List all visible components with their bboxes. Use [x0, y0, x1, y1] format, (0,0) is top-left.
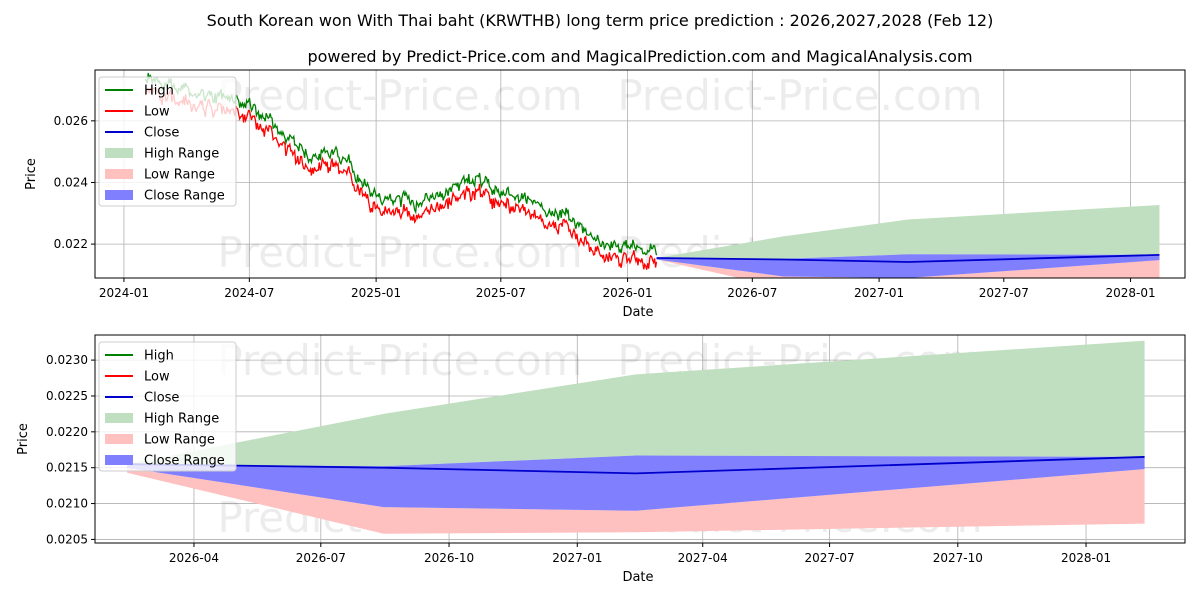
x-tick-label: 2027-04: [678, 551, 728, 565]
legend-high-range-label: High Range: [144, 147, 219, 162]
legend-close-label: Close: [144, 126, 179, 141]
low-range-band: [127, 467, 1145, 534]
top-chart: Predict-Price.com Predict-Price.com Predic…: [24, 69, 1186, 320]
forecast-close-line: [656, 254, 1160, 263]
legend-box: [98, 341, 237, 472]
high-range-band: [656, 205, 1160, 259]
y-tick-label: 0.024: [54, 175, 88, 189]
chart-subtitle: powered by Predict-Price.com and Magical…: [307, 47, 972, 66]
x-axis-label: Date: [622, 305, 653, 320]
y-axis-label: Price: [24, 158, 39, 190]
y-tick-label: 0.0225: [46, 389, 88, 403]
x-tick-label: 2024-01: [99, 286, 149, 300]
x-tick-label: 2027-07: [804, 551, 854, 565]
high-range-band: [127, 340, 1145, 467]
legend-high-label: High: [144, 84, 174, 99]
legend: High Low Close High Range Low Range Close Ran…: [98, 341, 237, 472]
x-tick-label: 2025-07: [476, 286, 526, 300]
close-range-band: [127, 455, 1145, 511]
legend: High Low Close High Range Low Range Close Ran…: [98, 76, 237, 207]
x-tick-label: 2027-01: [854, 286, 904, 300]
x-tick-label: 2028-01: [1105, 286, 1155, 300]
forecast-close-line: [127, 456, 1145, 475]
legend-high-label: High: [144, 349, 174, 364]
plot-content: [127, 340, 1145, 534]
low-range-band: [656, 259, 1160, 278]
legend-high-range-label: High Range: [144, 412, 219, 427]
x-axis-label: Date: [622, 570, 653, 585]
watermark-text: Predict-Price.com: [217, 71, 582, 120]
axes-frame: [94, 69, 1186, 279]
y-axis-label: Price: [16, 423, 31, 455]
y-tick-label: 0.022: [54, 237, 88, 251]
watermark-text: Predict-Price.com: [217, 228, 582, 277]
legend-low-label: Low: [144, 370, 170, 385]
legend-low-range-swatch: [105, 434, 133, 444]
legend-box: [98, 76, 237, 207]
legend-low-label: Low: [144, 105, 170, 120]
x-tick-label: 2027-01: [552, 551, 602, 565]
x-tick-label: 2026-07: [296, 551, 346, 565]
y-tick-label: 0.0205: [46, 532, 88, 546]
plot-content: [144, 72, 1160, 278]
bottom-chart: Predict-Price.comPredict-Price.comPredic…: [16, 334, 1186, 585]
chart-title: South Korean won With Thai baht (KRWTHB)…: [207, 11, 994, 30]
legend-close-range-swatch: [105, 190, 133, 200]
legend-low-range-label: Low Range: [144, 433, 215, 448]
watermark-text: Predict-Price.com: [617, 71, 982, 120]
x-tick-label: 2026-01: [603, 286, 653, 300]
y-tick-label: 0.0220: [46, 425, 88, 439]
legend-high-range-swatch: [105, 148, 133, 158]
x-tick-label: 2026-07: [727, 286, 777, 300]
x-tick-label: 2025-01: [351, 286, 401, 300]
y-tick-label: 0.0215: [46, 461, 88, 475]
legend-low-range-swatch: [105, 169, 133, 179]
watermark-text: Predict-Price.com: [217, 336, 582, 385]
x-tick-label: 2028-01: [1061, 551, 1111, 565]
x-tick-label: 2027-07: [979, 286, 1029, 300]
axes-frame: [94, 334, 1186, 544]
legend-high-range-swatch: [105, 413, 133, 423]
legend-close-range-label: Close Range: [144, 454, 225, 469]
legend-close-range-swatch: [105, 455, 133, 465]
y-tick-label: 0.0210: [46, 497, 88, 511]
legend-close-range-label: Close Range: [144, 189, 225, 204]
legend-close-label: Close: [144, 391, 179, 406]
x-tick-label: 2024-07: [224, 286, 274, 300]
x-tick-label: 2026-04: [169, 551, 219, 565]
x-tick-label: 2027-10: [933, 551, 983, 565]
y-tick-label: 0.0230: [46, 353, 88, 367]
x-tick-label: 2026-10: [424, 551, 474, 565]
y-tick-label: 0.026: [54, 114, 88, 128]
legend-low-range-label: Low Range: [144, 168, 215, 183]
